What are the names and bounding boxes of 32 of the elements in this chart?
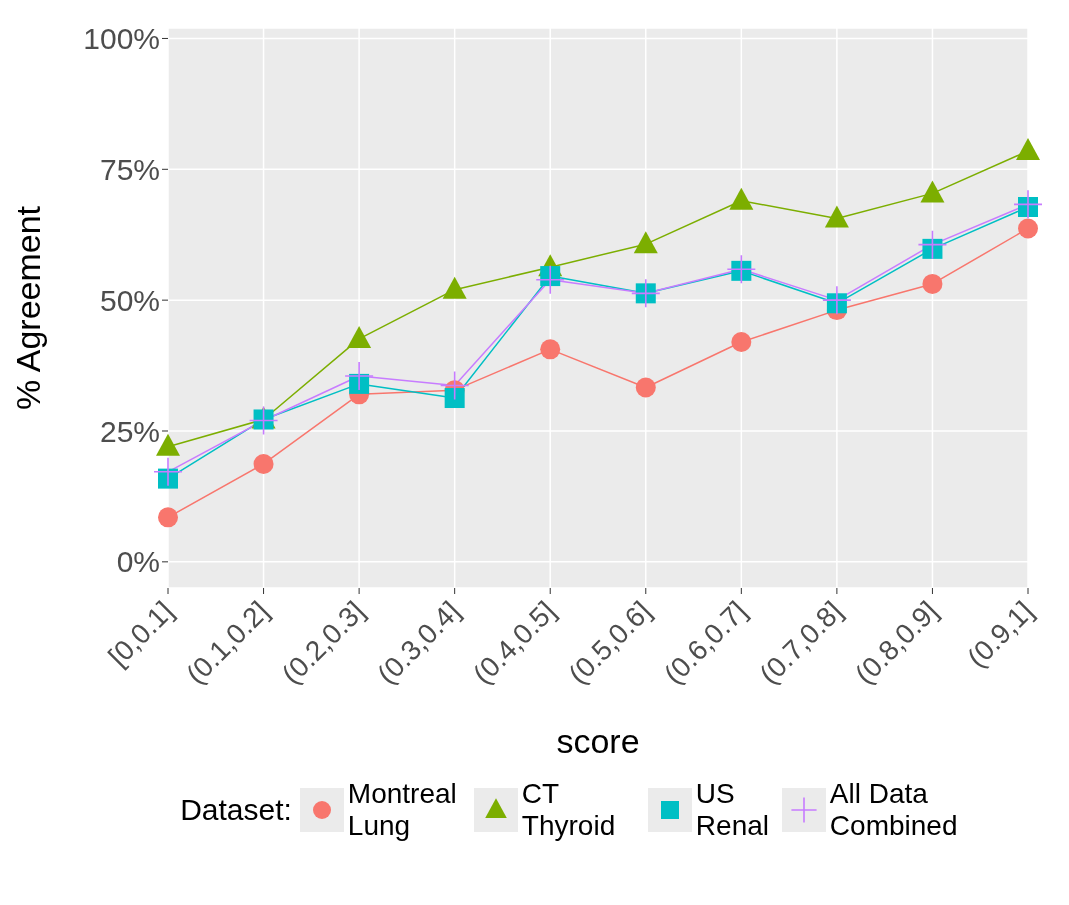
y-tick-label: 0% xyxy=(116,545,160,579)
point xyxy=(345,362,374,391)
point xyxy=(731,332,752,353)
point xyxy=(729,187,754,210)
point xyxy=(154,457,182,486)
point xyxy=(922,273,943,294)
y-axis-title: % Agreement xyxy=(9,205,48,411)
point xyxy=(1018,218,1038,239)
point xyxy=(158,507,178,528)
legend-label: Montreal Lung xyxy=(347,778,458,842)
y-tick-label: 50% xyxy=(99,283,160,317)
point xyxy=(727,255,756,284)
y-tick-label: 75% xyxy=(99,152,160,186)
point xyxy=(824,205,849,228)
point xyxy=(536,265,565,294)
legend-label: All Data Combined xyxy=(829,778,959,842)
point xyxy=(635,377,656,398)
point xyxy=(1016,137,1040,160)
point xyxy=(253,453,274,474)
point xyxy=(442,276,467,299)
point xyxy=(1014,190,1042,219)
point xyxy=(444,388,465,409)
point xyxy=(920,180,945,203)
legend-label: CT Thyroid xyxy=(521,778,617,842)
legend-title: Dataset: xyxy=(180,793,292,827)
point xyxy=(540,339,561,360)
point xyxy=(633,231,658,254)
y-tick-label: 100% xyxy=(83,22,160,56)
legend-label: US Renal xyxy=(695,778,771,842)
point xyxy=(822,286,851,315)
y-tick-label: 25% xyxy=(99,414,160,448)
x-axis-title: score xyxy=(556,722,640,760)
